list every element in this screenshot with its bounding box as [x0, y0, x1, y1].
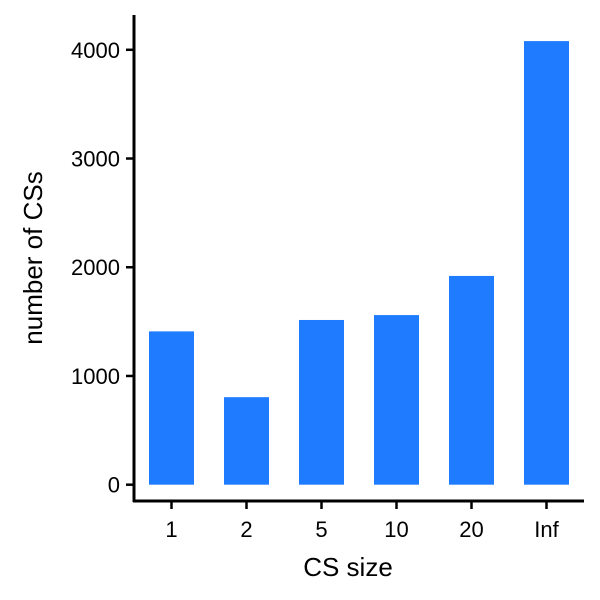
x-tick-label: 2: [240, 517, 252, 542]
x-axis-title: CS size: [303, 552, 393, 582]
x-tick-label: 5: [315, 517, 327, 542]
x-axis-ticks: 1 2 5 10 20 Inf: [165, 501, 560, 542]
x-tick-label: Inf: [534, 517, 559, 542]
bars: [149, 41, 569, 485]
y-tick-label: 3000: [71, 147, 120, 172]
bar-10: [374, 315, 419, 485]
y-axis-title: number of CSs: [18, 171, 48, 344]
bar-1: [149, 331, 194, 485]
x-tick-label: 20: [459, 517, 483, 542]
x-tick-label: 10: [384, 517, 408, 542]
y-tick-label: 2000: [71, 255, 120, 280]
y-axis-ticks: 0 1000 2000 3000 4000: [71, 38, 134, 498]
y-tick-label: 0: [108, 473, 120, 498]
x-tick-label: 1: [165, 517, 177, 542]
bar-2: [224, 397, 269, 485]
bar-Inf: [524, 41, 569, 485]
bar-5: [299, 319, 344, 485]
y-tick-label: 4000: [71, 38, 120, 63]
bar-20: [449, 275, 494, 485]
y-tick-label: 1000: [71, 364, 120, 389]
